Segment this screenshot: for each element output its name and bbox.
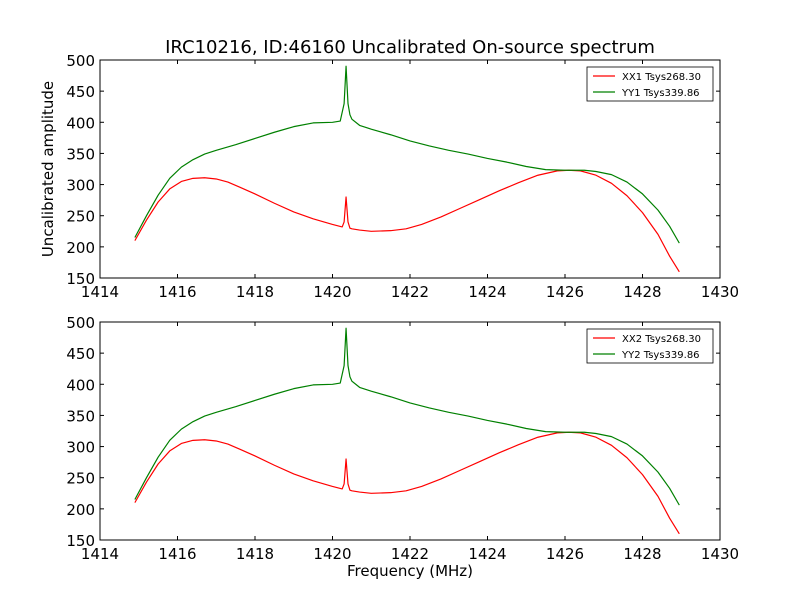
x-tick-label: 1426 (546, 283, 584, 301)
x-tick-label: 1418 (236, 545, 274, 563)
y-tick-label: 250 (66, 470, 95, 488)
legend-box (586, 66, 714, 102)
series-line-xx1 (134, 169, 680, 273)
y-tick-label: 300 (66, 177, 95, 195)
legend: XX2 Tsys268.30 YY2 Tsys339.86 (586, 328, 714, 364)
x-tick-label: 1424 (468, 545, 506, 563)
x-tick-label: 1430 (701, 283, 739, 301)
chart-panel-1: 1414 1416 1418 1420 1422 1424 1426 1428 1430 150 2… (66, 52, 739, 301)
x-tick-label: 1422 (391, 545, 429, 563)
y-axis-label: Uncalibrated amplitude (39, 81, 57, 257)
y-tick-label: 500 (66, 52, 95, 70)
y-tick-label: 200 (66, 239, 95, 257)
legend: XX1 Tsys268.30 YY1 Tsys339.86 (586, 66, 714, 102)
x-tick-label: 1428 (623, 545, 661, 563)
x-tick-label: 1426 (546, 545, 584, 563)
x-tick-label: 1420 (313, 283, 351, 301)
legend-label: YY1 Tsys339.86 (621, 88, 700, 99)
y-tick-label: 450 (66, 83, 95, 101)
x-tick-label: 1424 (468, 283, 506, 301)
series-line-yy2 (134, 327, 680, 506)
y-tick-label: 300 (66, 439, 95, 457)
y-tick-label: 500 (66, 314, 95, 332)
x-tick-label: 1414 (81, 283, 119, 301)
x-tick-label: 1414 (81, 545, 119, 563)
y-tick-label: 150 (66, 532, 95, 550)
x-tick-label: 1418 (236, 283, 274, 301)
series-line-yy1 (134, 65, 680, 244)
y-tick-label: 200 (66, 501, 95, 519)
legend-label: XX1 Tsys268.30 (622, 72, 701, 83)
x-tick-label: 1422 (391, 283, 429, 301)
y-tick-label: 350 (66, 407, 95, 425)
x-axis-label: Frequency (MHz) (347, 562, 473, 580)
x-tick-label: 1428 (623, 283, 661, 301)
y-tick-label: 250 (66, 208, 95, 226)
y-tick-label: 400 (66, 376, 95, 394)
figure-title: IRC10216, ID:46160 Uncalibrated On-sourc… (165, 37, 655, 58)
legend-label: XX2 Tsys268.30 (622, 334, 701, 345)
legend-box (586, 328, 714, 364)
y-tick-label: 450 (66, 345, 95, 363)
x-tick-label: 1430 (701, 545, 739, 563)
y-tick-label: 150 (66, 270, 95, 288)
y-tick-label: 400 (66, 114, 95, 132)
x-tick-label: 1416 (158, 545, 196, 563)
x-tick-label: 1416 (158, 283, 196, 301)
series-line-xx2 (134, 431, 680, 535)
x-tick-label: 1420 (313, 545, 351, 563)
y-tick-label: 350 (66, 145, 95, 163)
chart-panel-2: 1414 1416 1418 1420 1422 1424 1426 1428 1430 150 2… (66, 314, 739, 563)
legend-label: YY2 Tsys339.86 (621, 350, 700, 361)
